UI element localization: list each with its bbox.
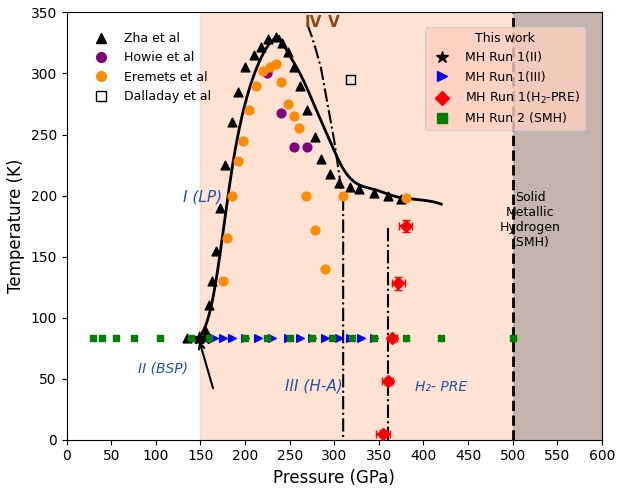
Eremets et al <box>320 265 330 273</box>
Text: I (LP): I (LP) <box>183 190 221 205</box>
Eremets et al <box>244 106 254 114</box>
Point <box>436 334 446 342</box>
Bar <box>200 12 602 440</box>
Point <box>307 334 317 342</box>
Zha et al <box>193 334 203 342</box>
Zha et al <box>396 195 406 203</box>
Point <box>240 334 250 342</box>
Zha et al <box>182 334 192 342</box>
Point <box>200 334 210 342</box>
Eremets et al <box>289 112 299 120</box>
Point <box>187 334 197 342</box>
Zha et al <box>345 183 355 191</box>
Zha et al <box>310 133 320 141</box>
Eremets et al <box>283 100 293 108</box>
Point <box>345 334 355 342</box>
Zha et al <box>334 179 344 187</box>
Point <box>262 334 272 342</box>
Point <box>369 334 379 342</box>
Zha et al <box>233 88 243 96</box>
Zha et al <box>215 204 225 212</box>
Point <box>209 334 219 342</box>
Point <box>156 334 165 342</box>
Text: Solid
Metallic
Hydrogen
(SMH): Solid Metallic Hydrogen (SMH) <box>500 191 561 249</box>
Text: III (H-A): III (H-A) <box>285 379 343 394</box>
Eremets et al <box>271 60 281 68</box>
Point <box>205 334 215 342</box>
Zha et al <box>283 47 293 55</box>
Eremets et al <box>251 82 261 89</box>
Eremets et al <box>401 194 411 202</box>
Point <box>356 334 366 342</box>
Point <box>295 334 305 342</box>
Point <box>129 334 139 342</box>
Zha et al <box>249 51 259 59</box>
Text: II (BSP): II (BSP) <box>138 362 188 375</box>
Zha et al <box>263 36 273 43</box>
Eremets et al <box>310 226 320 234</box>
Eremets et al <box>233 158 243 165</box>
Zha et al <box>277 39 287 47</box>
X-axis label: Pressure (GPa): Pressure (GPa) <box>273 469 395 487</box>
Y-axis label: Temperature (K): Temperature (K) <box>7 159 25 293</box>
Zha et al <box>200 326 210 334</box>
Zha et al <box>211 247 221 254</box>
Eremets et al <box>338 192 348 200</box>
Eremets et al <box>265 63 275 71</box>
Zha et al <box>289 63 299 71</box>
Zha et al <box>316 155 326 163</box>
Point <box>253 334 263 342</box>
Zha et al <box>302 106 312 114</box>
Howie et al <box>262 70 272 78</box>
Point <box>267 334 277 342</box>
Point <box>347 334 357 342</box>
Howie et al <box>302 143 312 151</box>
Zha et al <box>256 42 266 50</box>
Point <box>334 334 344 342</box>
Zha et al <box>325 169 335 177</box>
Zha et al <box>295 82 305 89</box>
Point <box>401 334 411 342</box>
Point <box>111 334 121 342</box>
Bar <box>513 12 602 440</box>
Point <box>97 334 107 342</box>
Eremets et al <box>226 192 236 200</box>
Point <box>193 334 203 342</box>
Zha et al <box>220 161 230 169</box>
Howie et al <box>276 109 285 117</box>
Zha et al <box>271 33 281 41</box>
Eremets et al <box>258 67 268 75</box>
Eremets et al <box>218 277 228 285</box>
Zha et al <box>207 277 217 285</box>
Point <box>240 334 250 342</box>
Zha et al <box>369 189 379 197</box>
Text: H₂- PRE: H₂- PRE <box>414 380 466 394</box>
Legend: MH Run 1(II), MH Run 1(III), MH Run 1(H$_2$-PRE), MH Run 2 (SMH): MH Run 1(II), MH Run 1(III), MH Run 1(H$… <box>425 27 585 130</box>
Text: IV: IV <box>305 15 322 30</box>
Point <box>226 334 236 342</box>
Howie et al <box>289 143 299 151</box>
Eremets et al <box>238 137 248 145</box>
Text: V: V <box>328 15 340 30</box>
Dalladay et al <box>345 76 355 83</box>
Zha et al <box>240 63 250 71</box>
Point <box>320 334 330 342</box>
Zha et al <box>383 192 392 200</box>
Point <box>285 334 295 342</box>
Zha et al <box>205 301 215 309</box>
Point <box>307 334 317 342</box>
Point <box>88 334 98 342</box>
Eremets et al <box>222 234 232 242</box>
Point <box>283 334 293 342</box>
Point <box>369 334 379 342</box>
Point <box>508 334 518 342</box>
Zha et al <box>355 186 364 194</box>
Point <box>327 334 337 342</box>
Eremets et al <box>294 124 304 132</box>
Eremets et al <box>276 78 285 86</box>
Zha et al <box>226 119 236 126</box>
Point <box>218 334 228 342</box>
Eremets et al <box>300 192 310 200</box>
